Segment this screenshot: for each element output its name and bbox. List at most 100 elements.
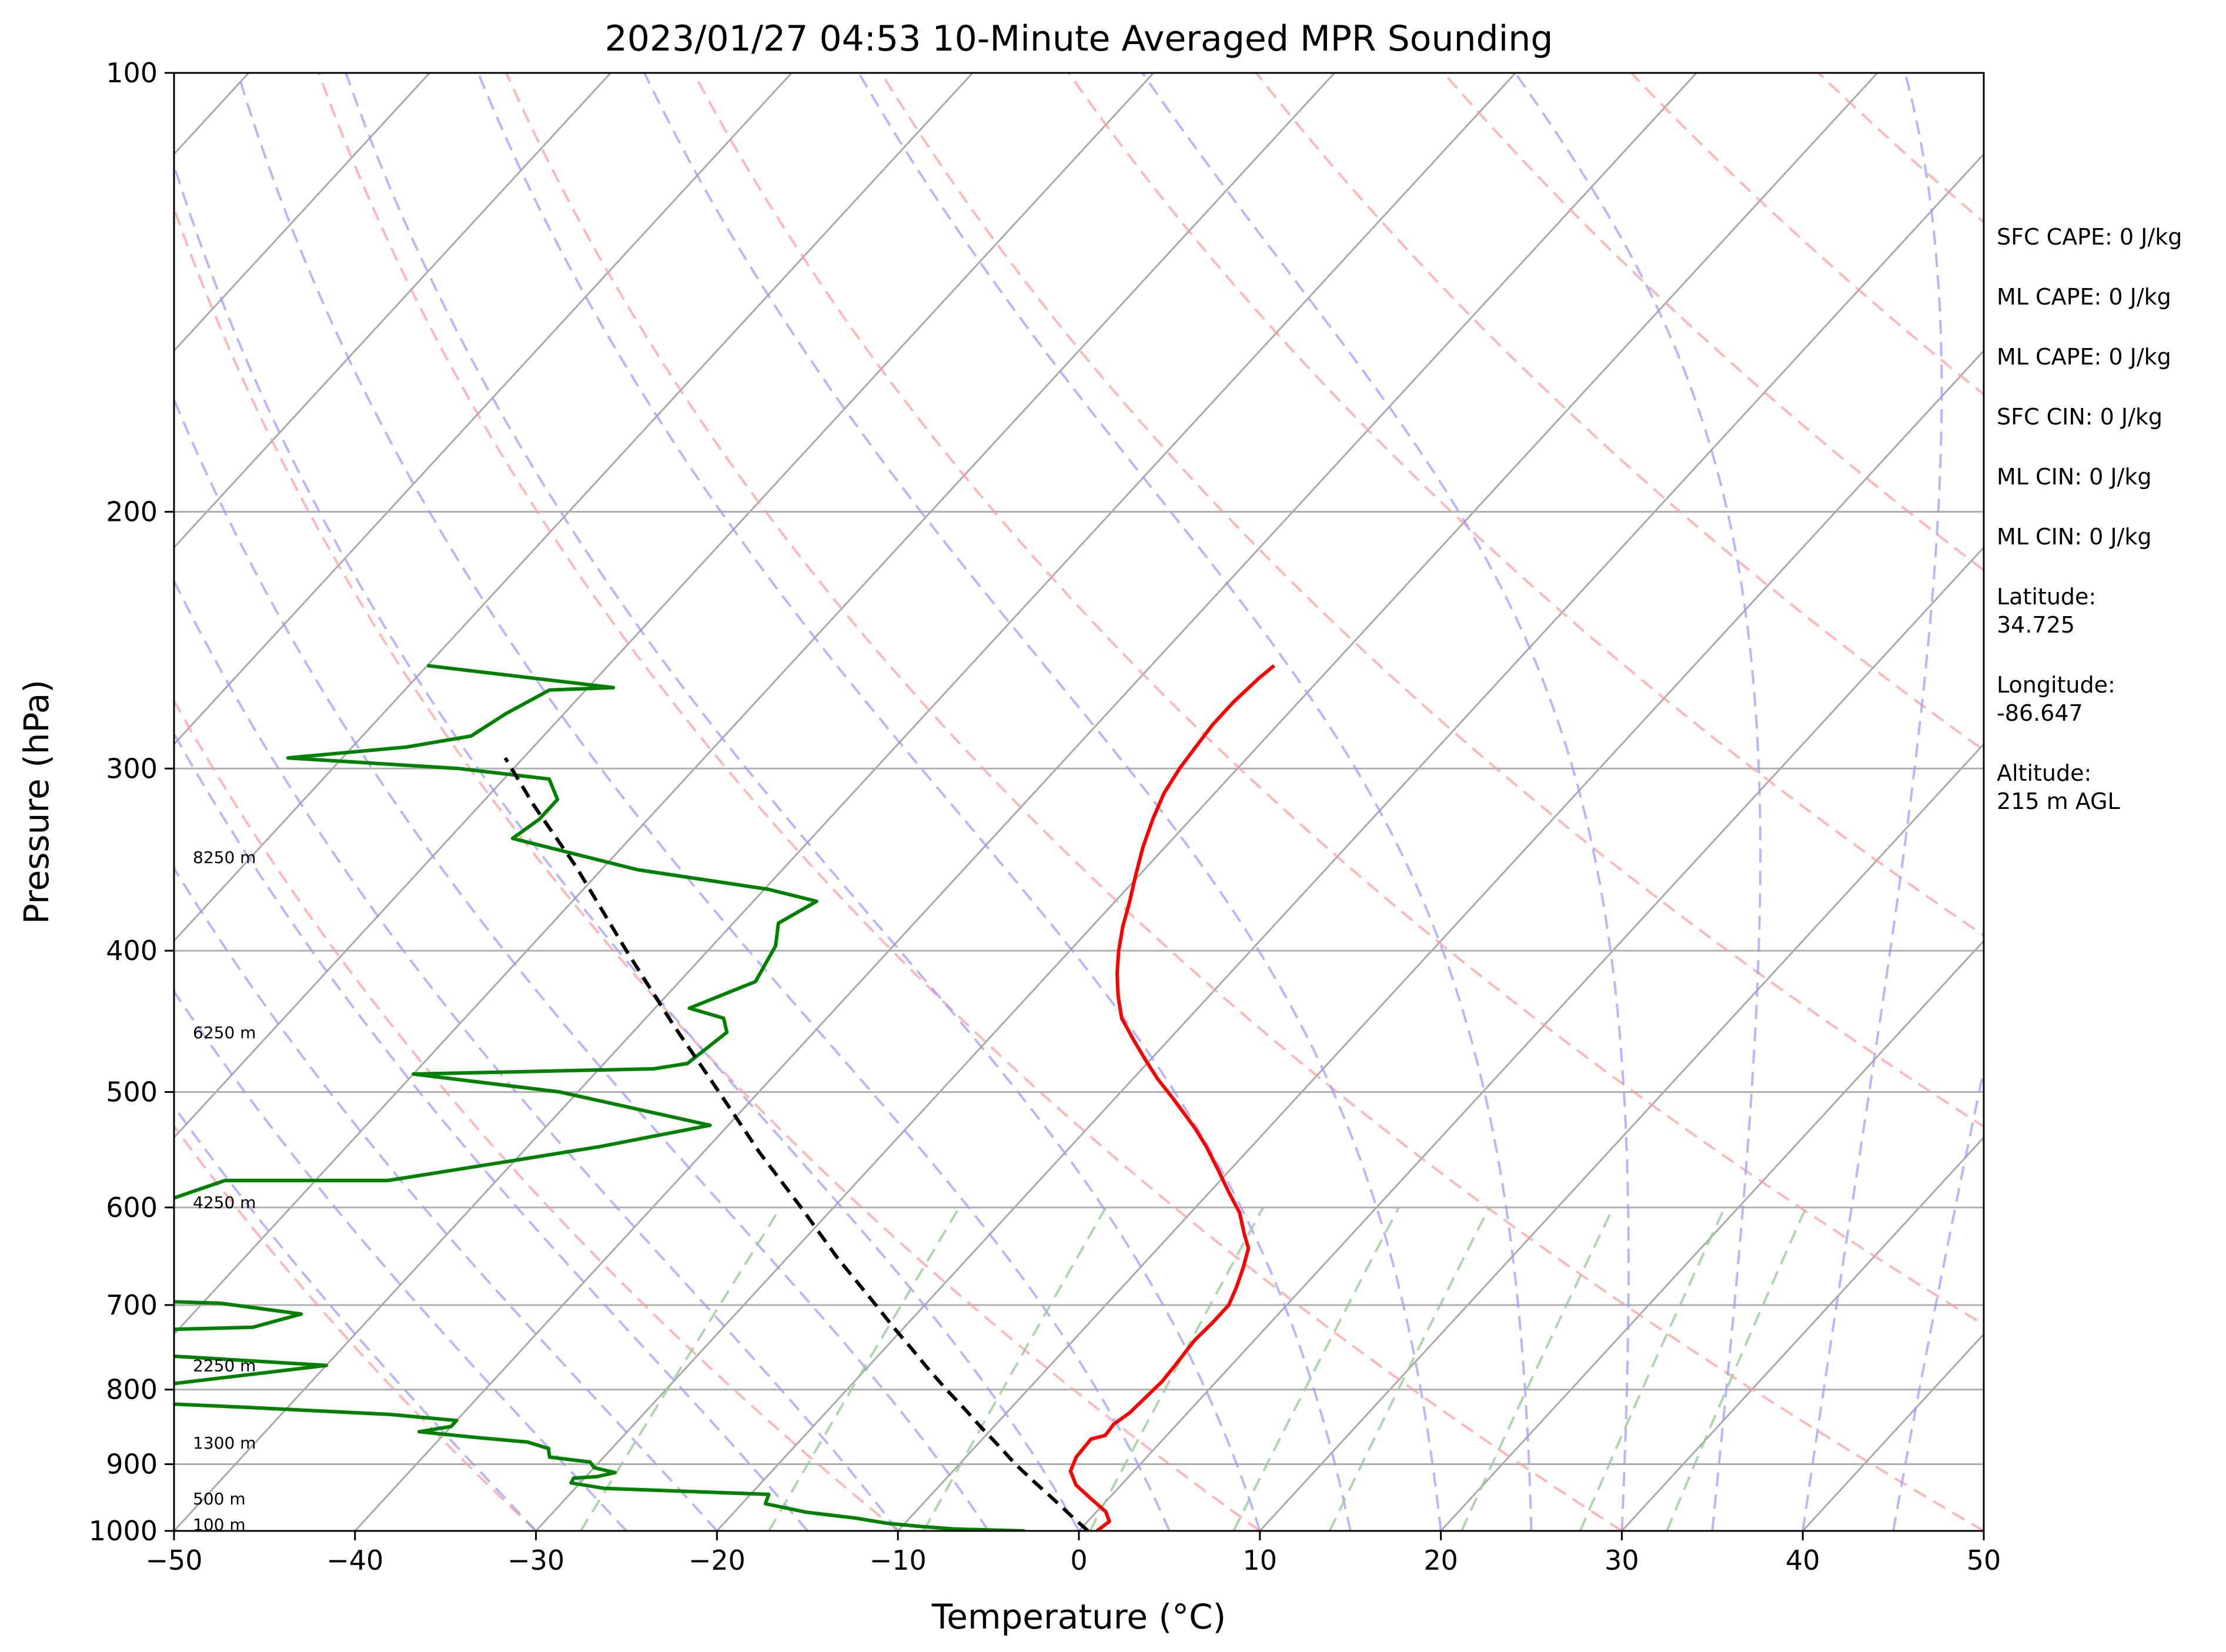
- mixing-ratio-lines: [579, 1206, 1807, 1531]
- isotherm-line: [1440, 939, 1984, 1531]
- x-tick-label: 50: [1967, 1544, 2001, 1576]
- x-tick-label: −10: [870, 1544, 927, 1576]
- y-tick-label: 800: [106, 1374, 158, 1406]
- moist-adiabat-line: [1141, 73, 1630, 1531]
- dry-adiabat-line: [174, 698, 899, 1531]
- height-label: 2250 m: [193, 1356, 256, 1375]
- height-label: 4250 m: [193, 1193, 256, 1212]
- height-label: 100 m: [193, 1515, 246, 1534]
- dry-adiabat-line: [693, 73, 1984, 1326]
- dry-adiabat-line: [1067, 73, 1984, 937]
- y-axis-title: Pressure (hPa): [16, 680, 56, 924]
- moist-adiabat-line: [174, 731, 808, 1531]
- moist-adiabat-line: [174, 989, 627, 1531]
- dry-adiabat-line: [174, 205, 1261, 1531]
- y-tick-label: 100: [106, 57, 158, 89]
- x-tick-label: −50: [145, 1544, 202, 1576]
- dry-adiabat-line: [505, 73, 1984, 1531]
- stat-annotation: Altitude: 215 m AGL: [1997, 760, 2120, 814]
- moist-adiabat-line: [477, 73, 1352, 1531]
- y-tick-label: 700: [106, 1289, 158, 1321]
- x-tick-label: 20: [1423, 1544, 1458, 1576]
- stat-annotation: SFC CAPE: 0 J/kg: [1997, 224, 2182, 250]
- y-tick-label: 300: [106, 753, 158, 784]
- stat-annotation: ML CAPE: 0 J/kg: [1997, 344, 2171, 370]
- dry-adiabat-line: [174, 1124, 537, 1531]
- mixing-ratio-line: [1232, 1206, 1400, 1531]
- x-tick-label: −40: [326, 1544, 383, 1576]
- moist-adiabat-lines: [174, 73, 1984, 1531]
- x-tick-label: 30: [1605, 1544, 1639, 1576]
- x-axis: −50 −40 −30 −20 −10 0 10 20 30 40 50: [145, 1531, 2001, 1576]
- isotherm-line: [174, 73, 1155, 1139]
- isotherm-line: [174, 73, 611, 549]
- isotherm-grid: [174, 73, 1984, 1531]
- isotherm-line: [174, 73, 1516, 1531]
- parcel-profile: [503, 757, 1089, 1531]
- moist-adiabat-line: [345, 73, 1261, 1531]
- mixing-ratio-line: [1089, 1206, 1265, 1531]
- isotherm-line: [174, 73, 1335, 1336]
- moist-adiabat-line: [174, 396, 990, 1531]
- y-tick-label: 600: [106, 1192, 158, 1223]
- mixing-ratio-line: [923, 1206, 1107, 1531]
- mixing-ratio-line: [1460, 1206, 1615, 1531]
- x-tick-label: 0: [1070, 1544, 1087, 1576]
- mixing-ratio-line: [1328, 1206, 1490, 1531]
- isotherm-line: [1259, 743, 1984, 1531]
- y-tick-label: 500: [106, 1076, 158, 1108]
- isotherm-line: [1078, 546, 1984, 1531]
- x-axis-title: Temperature (°C): [931, 1597, 1226, 1637]
- stat-annotation: Longitude: -86.647: [1997, 672, 2115, 726]
- x-tick-label: 40: [1786, 1544, 1820, 1576]
- dry-adiabat-line: [2194, 73, 2226, 1531]
- isotherm-line: [897, 349, 1984, 1531]
- moist-adiabat-line: [236, 73, 1171, 1531]
- chart-title: 2023/01/27 04:53 10-Minute Averaged MPR …: [605, 18, 1553, 59]
- height-label: 1300 m: [193, 1433, 256, 1453]
- height-label: 6250 m: [193, 1023, 256, 1042]
- stat-annotation: Latitude: 34.725: [1997, 584, 2096, 638]
- x-tick-label: −20: [688, 1544, 746, 1576]
- moist-adiabat-line: [643, 73, 1442, 1531]
- height-label: 500 m: [193, 1489, 246, 1509]
- isotherm-line: [716, 152, 1984, 1531]
- stats-panel: SFC CAPE: 0 J/kg ML CAPE: 0 J/kg ML CAPE: …: [1997, 224, 2182, 814]
- isobar-grid: [174, 73, 1984, 1531]
- y-tick-label: 400: [106, 935, 158, 967]
- mixing-ratio-line: [768, 1206, 961, 1531]
- stat-annotation: ML CIN: 0 J/kg: [1997, 464, 2151, 490]
- isotherm-line: [1621, 1136, 1984, 1531]
- x-tick-label: −30: [507, 1544, 564, 1576]
- plot-frame: [173, 72, 1985, 1532]
- y-tick-label: 1000: [89, 1515, 158, 1547]
- mixing-ratio-line: [1579, 1206, 1726, 1531]
- moist-adiabat-line: [857, 73, 1533, 1531]
- stat-annotation: ML CIN: 0 J/kg: [1997, 524, 2151, 550]
- y-tick-label: 900: [106, 1449, 158, 1480]
- height-label: 8250 m: [193, 848, 256, 867]
- height-labels: 100 m 500 m 1300 m 2250 m 4250 m 6250 m 8250 m: [193, 848, 256, 1534]
- moist-adiabat-line: [174, 1105, 537, 1531]
- moist-adiabat-line: [174, 162, 1080, 1531]
- moist-adiabat-line: [1514, 73, 1762, 1531]
- y-axis: 100 200 300 400 500 600 700 800 900 1000: [89, 57, 174, 1547]
- mixing-ratio-line: [1666, 1206, 1807, 1531]
- temperature-profile: [1068, 664, 1276, 1531]
- dry-adiabat-line: [317, 73, 1623, 1531]
- isotherm-line: [354, 73, 1697, 1531]
- isotherm-line: [535, 73, 1879, 1531]
- sounding-profiles: [174, 664, 1276, 1531]
- stat-annotation: SFC CIN: 0 J/kg: [1997, 404, 2163, 430]
- isotherm-line: [174, 73, 793, 745]
- isotherm-line: [174, 73, 974, 942]
- mixing-ratio-line: [579, 1206, 782, 1531]
- stat-annotation: ML CAPE: 0 J/kg: [1997, 284, 2171, 310]
- moist-adiabat-line: [1892, 1064, 1984, 1531]
- dry-adiabat-lines: [174, 73, 2226, 1531]
- dewpoint-profile: [174, 664, 1025, 1531]
- moist-adiabat-line: [1801, 73, 1943, 1531]
- plot-area: [174, 73, 2226, 1531]
- x-tick-label: 10: [1243, 1544, 1278, 1576]
